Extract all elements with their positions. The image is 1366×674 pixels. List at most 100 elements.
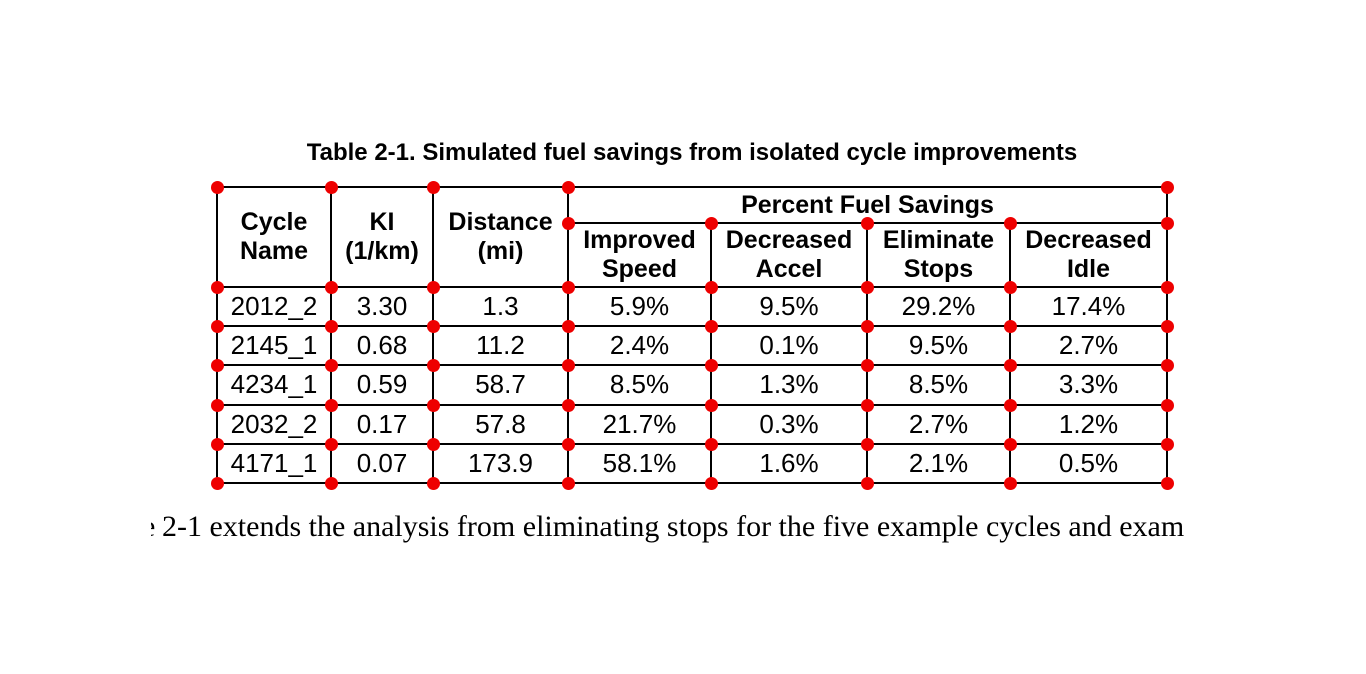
corner-dot: [210, 180, 224, 194]
clipped-edge-character: e: [151, 509, 157, 549]
corner-dot: [860, 216, 874, 230]
cell-eliminate-stops: 9.5%: [866, 325, 1011, 367]
corner-dot: [1003, 358, 1017, 372]
corner-dot: [704, 358, 718, 372]
cell-distance: 57.8: [432, 403, 569, 445]
table-row: 2032_2 0.17 57.8 21.7% 0.3% 2.7% 1.2%: [216, 403, 1168, 445]
corner-dot: [210, 398, 224, 412]
cell-ki: 0.07: [330, 442, 434, 484]
corner-dot: [704, 216, 718, 230]
corner-dot: [860, 398, 874, 412]
corner-dot: [426, 398, 440, 412]
corner-dot: [1003, 319, 1017, 333]
corner-dot: [426, 319, 440, 333]
cell-decreased-idle: 3.3%: [1009, 364, 1168, 406]
corner-dot: [426, 280, 440, 294]
corner-dot: [860, 319, 874, 333]
corner-dot: [1160, 358, 1174, 372]
corner-dot: [426, 358, 440, 372]
corner-dot: [1160, 216, 1174, 230]
table-row: 2012_2 3.30 1.3 5.9% 9.5% 29.2% 17.4%: [216, 285, 1168, 328]
cell-improved-speed: 58.1%: [567, 442, 712, 484]
corner-dot: [860, 358, 874, 372]
col-header-eliminate-stops: Eliminate Stops: [866, 222, 1011, 288]
cell-decreased-idle: 2.7%: [1009, 325, 1168, 367]
clipped-char-glyph: e: [151, 509, 155, 545]
corner-dot: [860, 437, 874, 451]
corner-dot: [561, 437, 575, 451]
cell-eliminate-stops: 29.2%: [866, 285, 1011, 328]
corner-dot: [426, 476, 440, 490]
cell-distance: 173.9: [432, 442, 569, 484]
corner-dot: [210, 319, 224, 333]
cell-improved-speed: 21.7%: [567, 403, 712, 445]
corner-dot: [561, 358, 575, 372]
cell-cycle-name: 2032_2: [216, 403, 332, 445]
table-body: 2012_2 3.30 1.3 5.9% 9.5% 29.2% 17.4% 21…: [216, 285, 1168, 484]
corner-dot: [561, 216, 575, 230]
table-caption: Table 2-1. Simulated fuel savings from i…: [306, 139, 1078, 166]
cell-ki: 0.59: [330, 364, 434, 406]
corner-dot: [324, 437, 338, 451]
corner-dot: [1160, 437, 1174, 451]
corner-dot: [1003, 476, 1017, 490]
cell-decreased-accel: 0.3%: [710, 403, 868, 445]
cell-decreased-accel: 1.3%: [710, 364, 868, 406]
table-row: 2145_1 0.68 11.2 2.4% 0.1% 9.5% 2.7%: [216, 325, 1168, 367]
cell-eliminate-stops: 2.7%: [866, 403, 1011, 445]
cell-cycle-name: 4234_1: [216, 364, 332, 406]
corner-dot: [324, 358, 338, 372]
corner-dot: [1160, 476, 1174, 490]
corner-dot: [1160, 280, 1174, 294]
cell-ki: 0.17: [330, 403, 434, 445]
corner-dot: [324, 319, 338, 333]
corner-dot: [704, 398, 718, 412]
corner-dot: [860, 280, 874, 294]
cell-decreased-accel: 9.5%: [710, 285, 868, 328]
corner-dot: [1003, 216, 1017, 230]
corner-dot: [324, 398, 338, 412]
header-row-sub: Improved Speed Decreased Accel Eliminate…: [217, 222, 1168, 288]
corner-dot: [561, 319, 575, 333]
cell-decreased-idle: 17.4%: [1009, 285, 1168, 328]
cell-improved-speed: 5.9%: [567, 285, 712, 328]
cell-decreased-idle: 1.2%: [1009, 403, 1168, 445]
corner-dot: [704, 437, 718, 451]
corner-dot: [561, 280, 575, 294]
corner-dot: [561, 476, 575, 490]
corner-dot: [1160, 319, 1174, 333]
header-row-group: Cycle Name KI (1/km) Distance (mi) Perce…: [216, 186, 1168, 288]
col-header-distance: Distance (mi): [432, 186, 569, 288]
corner-dot: [704, 476, 718, 490]
col-header-improved-speed: Improved Speed: [567, 222, 712, 288]
cell-decreased-accel: 1.6%: [710, 442, 868, 484]
cell-improved-speed: 8.5%: [567, 364, 712, 406]
col-header-ki: KI (1/km): [330, 186, 434, 288]
cell-cycle-name: 2145_1: [216, 325, 332, 367]
body-text-line: 2-1 extends the analysis from eliminatin…: [162, 510, 1185, 543]
table-row: 4171_1 0.07 173.9 58.1% 1.6% 2.1% 0.5%: [216, 442, 1168, 484]
cell-eliminate-stops: 2.1%: [866, 442, 1011, 484]
fuel-savings-table: Cycle Name KI (1/km) Distance (mi) Perce…: [216, 186, 1168, 484]
cell-cycle-name: 2012_2: [216, 285, 332, 328]
corner-dot: [1160, 398, 1174, 412]
cell-decreased-idle: 0.5%: [1009, 442, 1168, 484]
cell-distance: 58.7: [432, 364, 569, 406]
cell-distance: 1.3: [432, 285, 569, 328]
corner-dot: [561, 398, 575, 412]
corner-dot: [1003, 280, 1017, 294]
corner-dot: [1003, 398, 1017, 412]
col-header-cycle-name: Cycle Name: [216, 186, 332, 288]
corner-dot: [210, 280, 224, 294]
corner-dot: [210, 476, 224, 490]
cell-eliminate-stops: 8.5%: [866, 364, 1011, 406]
table-row: 4234_1 0.59 58.7 8.5% 1.3% 8.5% 3.3%: [216, 364, 1168, 406]
corner-dot: [860, 476, 874, 490]
corner-dot: [1003, 437, 1017, 451]
corner-dot: [210, 437, 224, 451]
col-header-decreased-accel: Decreased Accel: [710, 222, 868, 288]
cell-distance: 11.2: [432, 325, 569, 367]
cell-cycle-name: 4171_1: [216, 442, 332, 484]
cell-decreased-accel: 0.1%: [710, 325, 868, 367]
corner-dot: [324, 180, 338, 194]
